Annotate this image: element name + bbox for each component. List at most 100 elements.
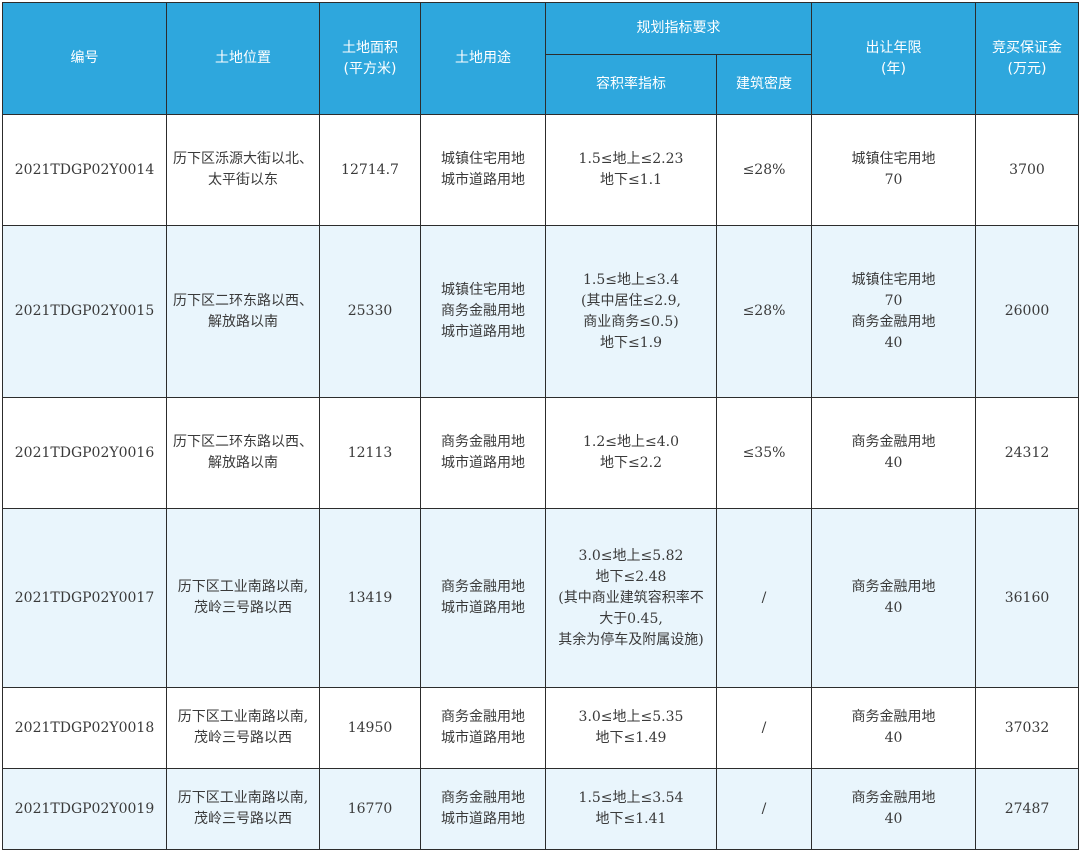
cell-far-line: 其余为停车及附属设施) (558, 631, 704, 648)
cell-use: 商务金融用地 城市道路用地 (420, 687, 546, 769)
header-term: 出让年限 (年) (811, 2, 976, 115)
cell-density: ≤28% (716, 114, 812, 226)
cell-number: 2021TDGP02Y0014 (2, 114, 167, 226)
cell-use-line: 城镇住宅用地 (441, 151, 525, 167)
cell-use: 城镇住宅用地 城市道路用地 (420, 114, 546, 226)
cell-term: 商务金融用地 40 (811, 687, 976, 769)
header-number: 编号 (2, 2, 167, 115)
cell-deposit: 26000 (975, 225, 1079, 398)
header-planning: 规划指标要求 (545, 2, 812, 55)
cell-far: 1.5≤地上≤3.54 地下≤1.41 (545, 768, 717, 850)
table-row: 2021TDGP02Y0019 历下区工业南路以南, 茂岭三号路以西 16770 商务金… (2, 768, 1079, 850)
cell-location-line: 茂岭三号路以西 (194, 730, 292, 746)
cell-term-line: 40 (884, 334, 903, 351)
cell-term: 商务金融用地 40 (811, 768, 976, 850)
cell-far-line: (其中居住≤2.9, (581, 292, 681, 309)
cell-deposit: 24312 (975, 397, 1079, 509)
cell-term-line: 商务金融用地 (851, 434, 936, 450)
header-location: 土地位置 (166, 2, 320, 115)
cell-use: 商务金融用地 城市道路用地 (420, 768, 546, 850)
table-row: 2021TDGP02Y0015 历下区二环东路以西、 解放路以南 25330 城镇住宅用… (2, 225, 1079, 398)
cell-location-line: 历下区二环东路以西、 (173, 434, 313, 450)
cell-density: / (716, 508, 812, 688)
cell-term-line: 商务金融用地 (851, 579, 936, 595)
cell-density: / (716, 687, 812, 769)
cell-far-line: 1.5≤地上≤3.4 (583, 271, 679, 288)
cell-term-line: 40 (884, 730, 903, 746)
header-far: 容积率指标 (545, 54, 717, 115)
header-use: 土地用途 (420, 2, 546, 115)
cell-far-line: 1.2≤地上≤4.0 (583, 434, 679, 450)
cell-use: 商务金融用地 城市道路用地 (420, 397, 546, 509)
cell-use-line: 商务金融用地 (441, 709, 525, 725)
cell-far-line: 3.0≤地上≤5.35 (578, 709, 684, 725)
header-deposit: 竞买保证金 (万元) (975, 2, 1079, 115)
cell-far-line: 地下≤1.49 (595, 730, 667, 746)
cell-number: 2021TDGP02Y0015 (2, 225, 167, 398)
cell-term: 城镇住宅用地 70 (811, 114, 976, 226)
cell-term-line: 40 (884, 811, 903, 827)
header-area-line: 土地面积 (342, 39, 398, 56)
cell-far-line: 商业商务≤0.5) (583, 313, 679, 330)
cell-term-line: 40 (884, 455, 903, 471)
header-term-unit: (年) (881, 60, 906, 77)
cell-location-line: 茂岭三号路以西 (194, 811, 292, 827)
cell-far-line: 1.5≤地上≤2.23 (578, 151, 684, 167)
cell-use-line: 商务金融用地 (441, 579, 525, 595)
cell-density: ≤35% (716, 397, 812, 509)
cell-term-line: 商务金融用地 (851, 790, 936, 806)
cell-area: 12714.7 (319, 114, 421, 226)
cell-location-line: 历下区工业南路以南, (177, 709, 309, 725)
cell-location: 历下区二环东路以西、 解放路以南 (166, 397, 320, 509)
cell-use: 城镇住宅用地 商务金融用地 城市道路用地 (420, 225, 546, 398)
cell-term: 商务金融用地 40 (811, 508, 976, 688)
cell-area: 16770 (319, 768, 421, 850)
cell-far-line: 大于0.45, (599, 610, 663, 627)
table-row: 2021TDGP02Y0017 历下区工业南路以南, 茂岭三号路以西 13419 商务金… (2, 508, 1079, 688)
cell-number: 2021TDGP02Y0018 (2, 687, 167, 769)
cell-term: 商务金融用地 40 (811, 397, 976, 509)
cell-area: 12113 (319, 397, 421, 509)
cell-term-line: 40 (884, 600, 903, 616)
header-area-unit: (平方米) (343, 60, 397, 77)
cell-location-line: 解放路以南 (208, 313, 278, 330)
cell-area: 25330 (319, 225, 421, 398)
cell-term-line: 商务金融用地 (851, 313, 936, 330)
table-row: 2021TDGP02Y0018 历下区工业南路以南, 茂岭三号路以西 14950 商务金… (2, 687, 1079, 769)
cell-far-line: 地下≤1.1 (600, 172, 662, 188)
cell-location: 历下区工业南路以南, 茂岭三号路以西 (166, 687, 320, 769)
cell-use: 商务金融用地 城市道路用地 (420, 508, 546, 688)
cell-far-line: 地下≤2.2 (600, 455, 662, 471)
cell-deposit: 36160 (975, 508, 1079, 688)
cell-location: 历下区泺源大街以北、 太平街以东 (166, 114, 320, 226)
cell-far-line: 地下≤1.9 (600, 334, 662, 351)
cell-number: 2021TDGP02Y0016 (2, 397, 167, 509)
cell-location-line: 历下区二环东路以西、 (173, 292, 313, 309)
header-deposit-line: 竞买保证金 (992, 39, 1062, 56)
cell-far: 3.0≤地上≤5.82 地下≤2.48 (其中商业建筑容积率不 大于0.45, 其余为停… (545, 508, 717, 688)
cell-use-line: 商务金融用地 (441, 303, 525, 319)
cell-term-line: 70 (884, 172, 903, 188)
header-term-line: 出让年限 (865, 39, 922, 56)
cell-far-line: 地下≤2.48 (595, 568, 667, 585)
cell-location-line: 历下区工业南路以南, (177, 790, 309, 806)
cell-location-line: 历下区工业南路以南, (177, 579, 309, 595)
cell-deposit: 3700 (975, 114, 1079, 226)
table-row: 2021TDGP02Y0014 历下区泺源大街以北、 太平街以东 12714.7 城镇住… (2, 114, 1079, 226)
cell-use-line: 城市道路用地 (441, 172, 525, 188)
cell-location-line: 解放路以南 (208, 455, 278, 471)
cell-far: 1.2≤地上≤4.0 地下≤2.2 (545, 397, 717, 509)
cell-location: 历下区工业南路以南, 茂岭三号路以西 (166, 768, 320, 850)
cell-deposit: 27487 (975, 768, 1079, 850)
cell-far-line: 1.5≤地上≤3.54 (578, 790, 684, 806)
cell-far: 3.0≤地上≤5.35 地下≤1.49 (545, 687, 717, 769)
cell-density: / (716, 768, 812, 850)
cell-far-line: (其中商业建筑容积率不 (558, 589, 704, 606)
cell-location: 历下区二环东路以西、 解放路以南 (166, 225, 320, 398)
cell-number: 2021TDGP02Y0017 (2, 508, 167, 688)
cell-number: 2021TDGP02Y0019 (2, 768, 167, 850)
cell-term-line: 城镇住宅用地 (851, 151, 936, 167)
cell-term-line: 70 (884, 292, 903, 309)
cell-area: 13419 (319, 508, 421, 688)
